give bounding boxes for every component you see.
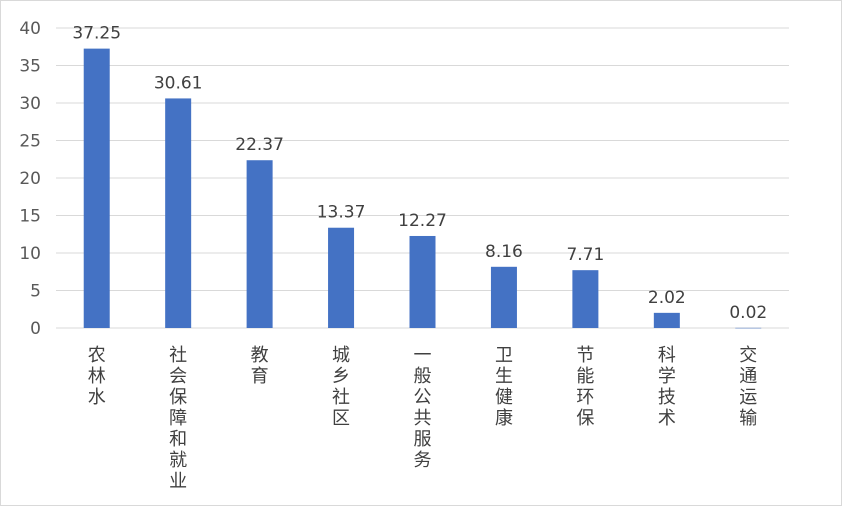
category-label: 社会保障和就业 — [169, 345, 187, 492]
bar — [572, 270, 599, 328]
category-label: 城乡社区 — [332, 345, 350, 429]
bar — [409, 235, 436, 328]
bar — [328, 227, 355, 328]
bar — [653, 312, 680, 328]
data-label: 22.37 — [235, 135, 284, 155]
y-tick-label: 40 — [19, 19, 41, 39]
y-tick-label: 30 — [19, 94, 41, 114]
category-label: 科学技术 — [658, 345, 676, 429]
data-label: 8.16 — [485, 242, 523, 262]
data-label: 13.37 — [317, 203, 366, 223]
bar — [83, 48, 110, 328]
data-label: 12.27 — [398, 211, 447, 231]
data-label: 37.25 — [72, 24, 121, 44]
data-label: 0.02 — [729, 303, 767, 323]
bar — [246, 160, 273, 328]
data-label: 2.02 — [648, 288, 686, 308]
y-tick-label: 35 — [19, 57, 41, 77]
bar — [165, 98, 192, 328]
y-tick-label: 0 — [30, 319, 41, 339]
data-label: 7.71 — [566, 245, 604, 265]
y-tick-label: 10 — [19, 244, 41, 264]
bar — [490, 266, 517, 328]
bar — [735, 327, 762, 329]
y-tick-label: 25 — [19, 132, 41, 152]
y-tick-label: 20 — [19, 169, 41, 189]
category-label: 教育 — [251, 345, 269, 387]
category-label: 交通运输 — [739, 345, 757, 429]
category-label: 农林水 — [88, 345, 106, 408]
y-tick-label: 5 — [30, 282, 41, 302]
data-label: 30.61 — [154, 73, 203, 93]
category-label: 卫生健康 — [495, 345, 513, 429]
category-label: 节能环保 — [576, 345, 594, 429]
category-label: 一般公共服务 — [414, 345, 432, 471]
y-tick-label: 15 — [19, 207, 41, 227]
